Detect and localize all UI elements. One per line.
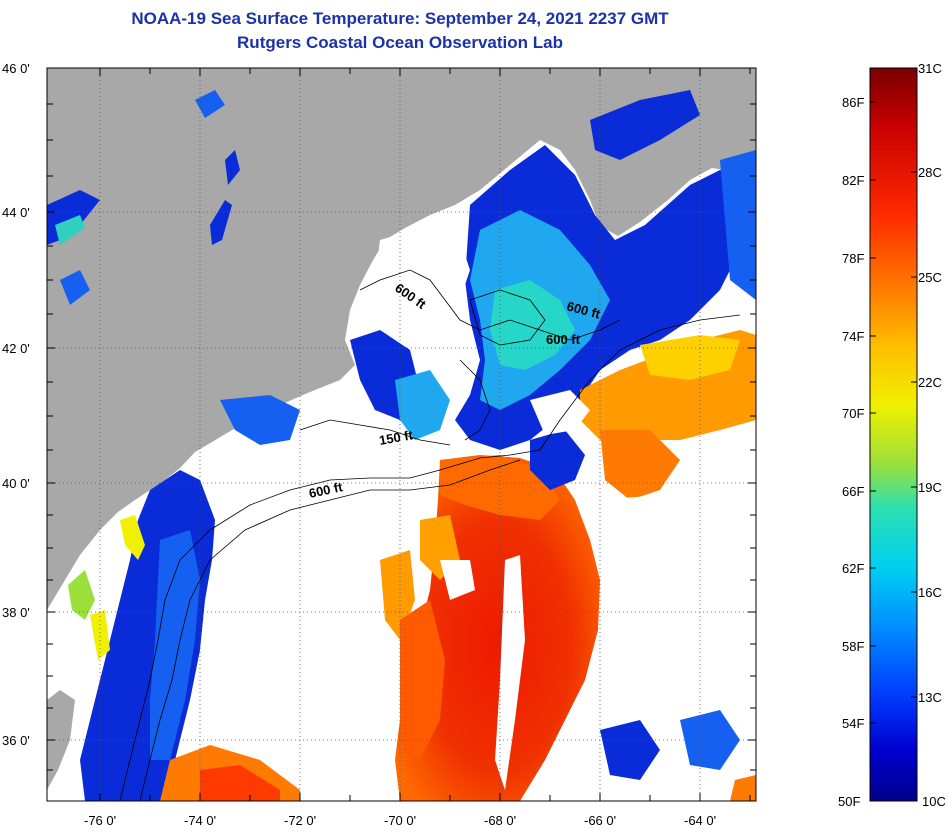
map-subtitle: Rutgers Coastal Ocean Observation Lab [237,33,563,52]
longitude-label: -70 0' [384,813,416,828]
colorbar-c-label: 22C [918,375,942,390]
latitude-label: 46 0' [2,61,30,76]
colorbar-f-label: 82F [842,173,864,188]
contour-label: 150 ft [378,427,415,448]
latitude-label: 44 0' [2,205,30,220]
colorbar-celsius-labels: 31C 28C 25C 22C 19C 16C 13C 10C [918,61,946,809]
colorbar-f-label: 70F [842,406,864,421]
contour-label: 600 ft [308,479,345,501]
colorbar-f-label: 62F [842,561,864,576]
latitude-label: 42 0' [2,341,30,356]
colorbar-ticks [870,101,917,724]
contour-label: 600 ft [546,332,581,347]
colorbar-c-label: 10C [922,794,946,809]
longitude-label: -66 0' [584,813,616,828]
latitude-label: 40 0' [2,476,30,491]
sst-map: 600 ft 600 ft 600 ft 150 ft 600 ft [47,68,756,801]
colorbar-c-label: 16C [918,585,942,600]
map-title: NOAA-19 Sea Surface Temperature: Septemb… [131,9,669,28]
latitude-label-list: 46 0' 44 0' 42 0' 40 0' 38 0' 36 0' [2,61,30,748]
colorbar-f-label: 50F [838,794,860,809]
latitude-label: 38 0' [2,605,30,620]
longitude-label: -68 0' [484,813,516,828]
colorbar-c-label: 28C [918,165,942,180]
colorbar-c-label: 25C [918,270,942,285]
latitude-label: 36 0' [2,733,30,748]
colorbar-c-label: 19C [918,480,942,495]
colorbar-f-label: 74F [842,329,864,344]
colorbar-fahrenheit-labels: 86F 82F 78F 74F 70F 66F 62F 58F 54F 50F [838,95,864,809]
colorbar-c-label: 31C [918,61,942,76]
colorbar-f-label: 78F [842,251,864,266]
longitude-label: -74 0' [184,813,216,828]
longitude-label-list: -76 0' -74 0' -72 0' -70 0' -68 0' -66 0… [84,813,716,828]
colorbar [869,67,918,802]
colorbar-f-label: 86F [842,95,864,110]
colorbar-f-label: 58F [842,639,864,654]
map-frame [46,67,757,802]
colorbar-f-label: 54F [842,716,864,731]
colorbar-c-label: 13C [918,690,942,705]
longitude-label: -72 0' [284,813,316,828]
map-ticks [47,67,756,801]
longitude-label: -64 0' [684,813,716,828]
longitude-label: -76 0' [84,813,116,828]
colorbar-f-label: 66F [842,484,864,499]
